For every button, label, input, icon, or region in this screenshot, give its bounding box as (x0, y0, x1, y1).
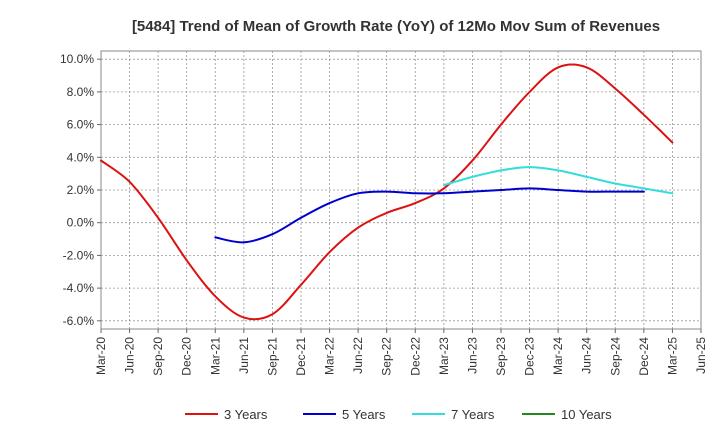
y-tick-label: -6.0% (63, 314, 95, 328)
legend-label: 7 Years (451, 407, 495, 422)
x-tick-label: Jun-24 (580, 337, 594, 374)
x-tick-label: Sep-21 (265, 337, 279, 376)
x-tick-label: Sep-22 (380, 337, 394, 376)
x-tick-label: Sep-24 (608, 337, 622, 376)
legend: 3 Years 5 Years 7 Years 10 Years (185, 407, 612, 422)
series-layer (100, 63, 674, 321)
x-tick-label: Jun-25 (694, 337, 708, 374)
y-tick-label: 4.0% (67, 150, 95, 164)
x-tick-label: Dec-22 (408, 337, 422, 376)
y-tick-label: 2.0% (67, 183, 95, 197)
x-tick-label: Mar-20 (94, 337, 108, 375)
x-tick-label: Mar-24 (551, 337, 565, 375)
y-tick-label: 8.0% (67, 85, 95, 99)
x-tick-label: Jun-21 (237, 337, 251, 374)
grid (101, 51, 701, 329)
legend-item-3-years: 3 Years (185, 407, 268, 422)
x-tick-label: Dec-20 (180, 337, 194, 376)
x-tick-label: Mar-23 (437, 337, 451, 375)
x-tick-label: Jun-23 (465, 337, 479, 374)
chart-title: [5484] Trend of Mean of Growth Rate (YoY… (132, 18, 660, 35)
y-tick-label: 10.0% (60, 52, 94, 66)
legend-label: 10 Years (561, 407, 612, 422)
x-tick-label: Mar-25 (665, 337, 679, 375)
series-line-5-years (214, 187, 645, 244)
series-line-7-years (442, 166, 674, 195)
series-line-3-years (100, 63, 674, 321)
legend-item-7-years: 7 Years (412, 407, 495, 422)
y-axis: 10.0% 8.0% 6.0% 4.0% 2.0% 0.0% -2.0% -4.0% -6.0% (60, 52, 101, 328)
x-tick-label: Jun-22 (351, 337, 365, 374)
x-tick-label: Dec-21 (294, 337, 308, 376)
x-tick-label: Sep-23 (494, 337, 508, 376)
y-tick-label: -4.0% (63, 281, 95, 295)
legend-label: 3 Years (224, 407, 268, 422)
x-tick-label: Jun-20 (123, 337, 137, 374)
legend-item-5-years: 5 Years (303, 407, 386, 422)
x-tick-label: Mar-21 (208, 337, 222, 375)
legend-item-10-years: 10 Years (522, 407, 612, 422)
y-tick-label: 6.0% (67, 118, 95, 132)
y-tick-label: 0.0% (67, 216, 95, 230)
x-tick-label: Mar-22 (323, 337, 337, 375)
x-tick-label: Sep-20 (151, 337, 165, 376)
x-axis: Mar-20 Jun-20 Sep-20 Dec-20 Mar-21 Jun-21 Sep-… (94, 329, 708, 376)
legend-label: 5 Years (342, 407, 386, 422)
y-tick-label: -2.0% (63, 248, 95, 262)
x-tick-label: Dec-24 (637, 337, 651, 376)
x-tick-label: Dec-23 (523, 337, 537, 376)
